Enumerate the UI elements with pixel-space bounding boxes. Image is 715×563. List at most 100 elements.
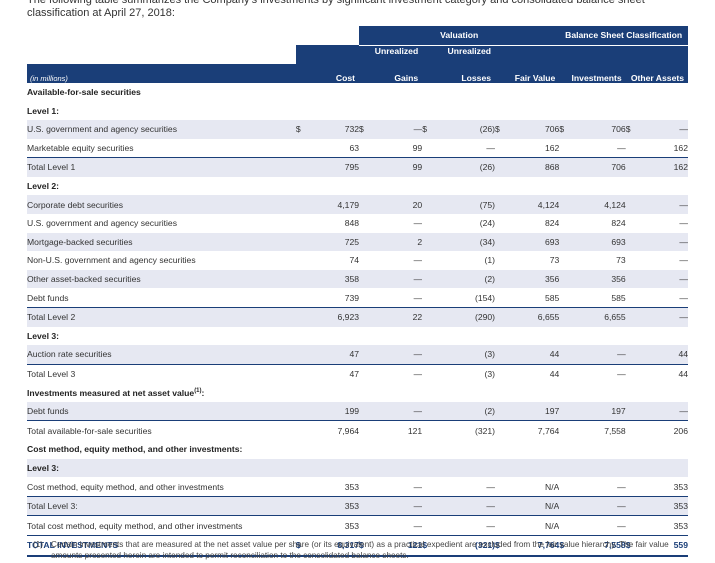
row-label: Available-for-sale securities	[27, 83, 296, 102]
unrealized-gains-cell: —	[376, 495, 423, 516]
other-assets-cell	[643, 101, 688, 120]
unrealized-gains-currency	[359, 232, 377, 252]
investments-currency	[559, 139, 576, 158]
investments-cell	[576, 458, 626, 478]
table-row: Non-U.S. government and agency securitie…	[27, 251, 688, 270]
unrealized-gains-currency	[359, 251, 376, 270]
row-label: Investments measured at net asset value(…	[27, 383, 296, 402]
cost-cell: 74	[349, 255, 360, 266]
investments-cell	[576, 101, 625, 120]
fair-value-currency	[495, 157, 513, 177]
cost-currency: $	[295, 535, 313, 557]
cost-currency	[296, 288, 313, 307]
investments-currency: $	[559, 535, 577, 557]
unrealized-gains-cell: 121	[376, 420, 423, 441]
header-row-unrealized: Unrealized Unrealized	[27, 45, 688, 65]
unrealized-losses-currency	[422, 477, 439, 496]
unrealized-gains-cell: 99	[376, 157, 423, 177]
fair-value-currency	[495, 420, 513, 441]
investments-cell	[576, 177, 625, 196]
total-row: Total Level 1 795 99 (26) 868 706 162	[27, 157, 688, 177]
unrealized-losses-cell: (1)	[484, 255, 496, 266]
row-label: Cost method, equity method, and other in…	[27, 477, 296, 496]
investments-currency	[559, 306, 577, 327]
row-label-text: Cost method, equity method, and other in…	[27, 481, 224, 492]
unrealized-gains-currency: $	[359, 119, 377, 139]
investments-cell: —	[617, 481, 626, 492]
investments-currency	[559, 495, 577, 516]
investments-cell	[576, 440, 625, 459]
unrealized-losses-cell: (290)	[439, 306, 496, 327]
fair-value-cell: N/A	[544, 481, 560, 492]
fair-value-cell: 824	[544, 218, 560, 229]
cost-currency	[296, 440, 313, 459]
other-assets-cell	[643, 83, 688, 102]
row-label: Level 1:	[27, 101, 296, 120]
cost-cell: 732	[312, 119, 360, 139]
fair-value-cell: 693	[512, 232, 560, 252]
cost-cell	[312, 458, 360, 478]
unrealized-gains-currency	[359, 420, 377, 441]
cost-cell: 795	[312, 157, 360, 177]
other-assets-cell	[643, 383, 688, 402]
fair-value-currency	[495, 251, 512, 270]
fair-value-currency	[495, 288, 512, 307]
row-label-text: Investments measured at net asset value	[27, 387, 195, 398]
fair-value-cell	[512, 101, 559, 120]
fair-value-cell: 7,764	[512, 535, 560, 557]
other-assets-cell	[643, 327, 688, 346]
unrealized-gains-cell	[376, 327, 422, 346]
fair-value-currency	[495, 495, 513, 516]
row-label: Other asset-backed securities	[27, 269, 296, 289]
investments-cell: 706	[576, 157, 626, 177]
row-label-text: U.S. government and agency securities	[27, 124, 177, 135]
unrealized-losses-currency	[422, 83, 439, 102]
unrealized-gains-currency	[359, 477, 376, 496]
fair-value-currency	[495, 363, 513, 384]
unrealized-losses-cell: (3)	[439, 363, 496, 384]
cost-cell: 4,179	[312, 195, 360, 214]
valuation-header: Valuation	[359, 26, 560, 46]
row-label: Total Level 3	[27, 363, 296, 384]
row-label: Non-U.S. government and agency securitie…	[27, 251, 296, 270]
other-assets-cell: —	[642, 195, 688, 214]
fair-value-cell: 4,124	[512, 195, 560, 214]
cost-currency	[296, 214, 313, 233]
cost-currency	[295, 195, 313, 214]
other-assets-cell	[642, 458, 688, 478]
cost-cell	[313, 83, 359, 102]
cost-cell: 353	[344, 481, 360, 492]
row-label-text: Total Level 2	[27, 312, 76, 323]
unrealized-losses-currency	[422, 495, 440, 516]
row-label: Total Level 2	[27, 306, 296, 327]
row-label: Total cost method, equity method, and ot…	[27, 515, 296, 536]
unrealized-losses-currency	[422, 383, 439, 402]
cost-cell: 848	[344, 218, 360, 229]
unrealized-losses-currency	[422, 515, 440, 536]
unrealized-gains-currency	[359, 177, 376, 196]
fair-value-currency	[495, 383, 512, 402]
fair-value-currency	[495, 214, 512, 233]
investments-cell: 824	[611, 218, 626, 229]
investments-cell: 6,655	[576, 306, 626, 327]
other-assets-cell: 206	[642, 420, 688, 441]
unrealized-gains-cell: 99	[412, 142, 423, 153]
fair-value-currency	[495, 269, 513, 289]
other-assets-currency	[626, 383, 643, 402]
unrealized-losses-currency	[422, 306, 440, 327]
fair-value-cell	[512, 458, 560, 478]
cost-currency	[296, 83, 313, 102]
unrealized-gains-currency	[359, 195, 377, 214]
fair-value-currency	[495, 477, 512, 496]
fair-value-cell	[512, 440, 559, 459]
other-assets-cell: —	[642, 306, 688, 327]
unrealized-losses-currency: $	[422, 535, 440, 557]
fair-value-cell: 73	[549, 255, 560, 266]
unrealized-gains-cell: —	[376, 119, 423, 139]
other-assets-cell	[643, 440, 688, 459]
section-row: Level 2:	[27, 177, 688, 196]
losses-header: Losses	[422, 64, 496, 83]
unrealized-gains-currency: $	[359, 535, 377, 557]
other-assets-currency	[625, 306, 643, 327]
unrealized-gains-cell: 121	[376, 535, 423, 557]
